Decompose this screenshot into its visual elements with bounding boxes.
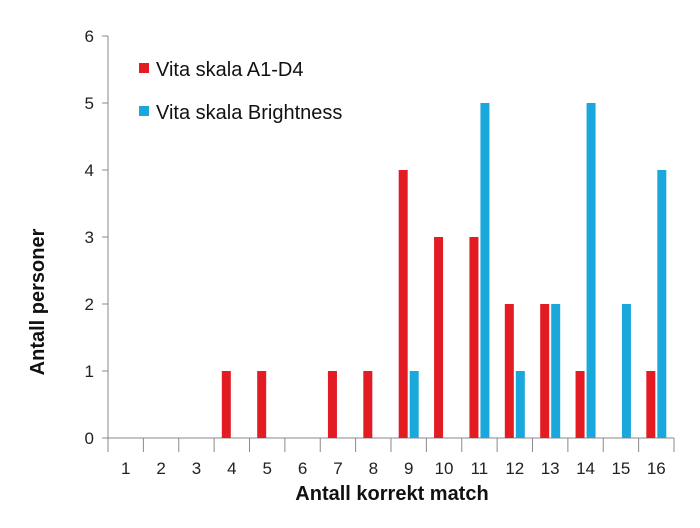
x-tick-label: 4 [227, 459, 236, 478]
x-axis-title: Antall korrekt match [295, 483, 488, 505]
bar-brightness-12 [515, 371, 525, 438]
y-tick-label: 3 [85, 228, 94, 247]
bar-brightness-16 [657, 170, 667, 438]
legend: Vita skala A1-D4 Vita skala Brightness [139, 59, 342, 124]
legend-label-brightness: Vita skala Brightness [156, 102, 342, 124]
y-tick-label: 0 [85, 429, 94, 448]
y-tick-label: 2 [85, 295, 94, 314]
y-tick-label: 6 [85, 27, 94, 46]
bar-brightness-9 [409, 371, 419, 438]
x-tick-label: 10 [435, 459, 454, 478]
x-tick-label: 8 [369, 459, 378, 478]
bar-a1d4-14 [575, 371, 585, 438]
bar-a1d4-8 [363, 371, 373, 438]
bar-a1d4-4 [221, 371, 231, 438]
x-tick-label: 16 [647, 459, 666, 478]
x-tick-label: 12 [505, 459, 524, 478]
bar-a1d4-7 [327, 371, 337, 438]
bar-brightness-14 [586, 103, 596, 438]
x-tick-label: 6 [298, 459, 307, 478]
y-tick-label: 5 [85, 94, 94, 113]
bar-a1d4-5 [257, 371, 267, 438]
bar-a1d4-16 [646, 371, 656, 438]
x-tick-label: 2 [156, 459, 165, 478]
bar-a1d4-11 [469, 237, 479, 438]
legend-label-a1d4: Vita skala A1-D4 [156, 59, 304, 81]
x-tick-label: 15 [611, 459, 630, 478]
y-tick-label: 1 [85, 362, 94, 381]
bar-a1d4-9 [398, 170, 408, 438]
y-tick-label: 4 [85, 161, 94, 180]
x-tick-label: 14 [576, 459, 595, 478]
bar-a1d4-13 [540, 304, 550, 438]
x-tick-label: 7 [333, 459, 342, 478]
x-tick-label: 9 [404, 459, 413, 478]
x-tick-label: 5 [262, 459, 271, 478]
bar-brightness-13 [551, 304, 561, 438]
x-tick-label: 13 [541, 459, 560, 478]
legend-swatch-brightness [139, 106, 149, 116]
y-axis-title: Antall personer [27, 228, 49, 375]
x-tick-label: 1 [121, 459, 130, 478]
bar-a1d4-12 [504, 304, 514, 438]
x-tick-label: 3 [192, 459, 201, 478]
bar-brightness-15 [621, 304, 631, 438]
bar-a1d4-10 [434, 237, 444, 438]
legend-swatch-a1d4 [139, 63, 149, 73]
x-tick-label: 11 [471, 459, 489, 478]
bar-brightness-11 [480, 103, 490, 438]
